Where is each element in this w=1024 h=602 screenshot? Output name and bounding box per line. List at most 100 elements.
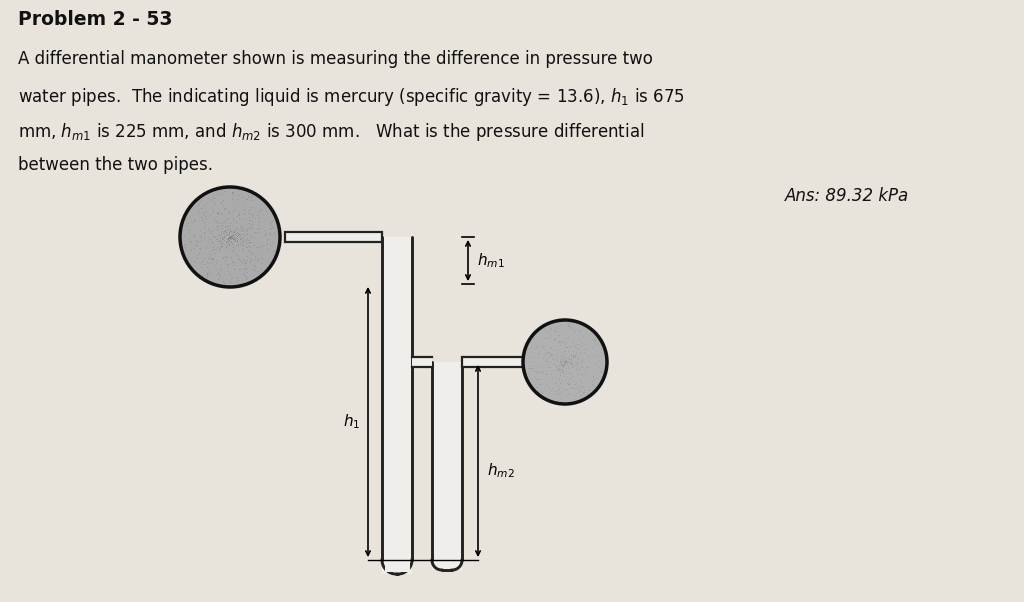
Point [226,225,243,235]
Point [225,205,242,215]
Point [528,382,545,391]
Point [546,335,562,345]
Point [211,244,227,254]
Point [547,360,563,370]
Point [557,358,573,367]
Point [551,373,567,382]
Point [212,241,228,250]
Point [563,358,580,367]
Text: water pipes.  The indicating liquid is mercury (specific gravity = 13.6), $h_1$ : water pipes. The indicating liquid is me… [18,85,685,108]
Point [243,192,259,202]
Point [239,226,255,235]
Point [572,361,589,370]
Point [562,359,579,368]
Point [221,234,238,243]
Point [549,348,565,358]
Point [233,222,250,231]
Point [573,338,590,348]
Point [229,252,246,262]
Point [532,346,549,355]
Point [553,375,569,385]
Point [542,326,558,335]
Point [220,234,237,244]
Point [233,226,250,236]
Point [245,249,261,259]
Point [182,245,199,255]
Point [531,341,548,351]
Point [251,206,267,216]
Point [231,239,248,249]
Point [264,216,281,226]
Point [226,244,243,254]
Point [221,229,238,239]
Point [224,234,241,243]
Point [520,369,537,379]
Point [236,255,252,264]
Point [568,357,585,367]
Point [224,187,241,197]
Point [225,244,242,253]
Point [595,367,611,377]
Point [560,318,577,327]
Point [247,227,263,237]
Point [190,248,207,258]
Point [558,327,574,337]
Point [183,217,200,227]
Point [586,366,602,376]
Point [237,208,253,218]
Point [595,362,611,372]
Point [571,364,588,374]
Point [236,231,252,241]
Point [220,234,237,244]
Point [212,234,228,243]
Point [241,237,257,246]
Point [565,341,582,351]
Point [193,203,209,213]
Point [200,223,216,232]
Point [570,350,587,359]
Point [543,344,559,353]
Point [218,225,234,235]
Point [213,208,229,218]
Point [215,195,231,205]
Point [545,346,561,355]
Point [551,364,567,373]
Point [593,368,609,377]
Point [556,359,572,369]
Point [548,361,564,371]
Point [548,389,564,399]
Point [198,214,214,224]
Point [239,229,255,239]
Point [217,244,233,253]
Point [258,238,274,248]
Point [584,376,600,386]
Point [242,216,258,225]
Point [204,205,220,214]
Point [528,363,545,373]
Point [571,385,588,395]
Point [225,264,242,274]
Point [253,246,269,255]
Point [189,236,206,246]
Point [545,354,561,364]
Point [217,237,233,247]
Point [223,271,240,281]
Point [264,246,281,255]
Point [231,229,248,238]
Point [193,196,209,206]
Point [194,224,210,234]
Point [199,268,215,278]
Point [210,189,226,199]
Point [535,340,551,350]
Point [239,194,255,204]
Point [535,342,551,352]
Point [583,336,599,346]
Point [556,359,572,368]
Point [561,358,578,367]
Point [230,214,247,223]
Point [215,276,231,285]
Point [226,233,243,243]
Point [560,356,577,366]
Point [573,391,590,400]
Point [199,270,215,279]
